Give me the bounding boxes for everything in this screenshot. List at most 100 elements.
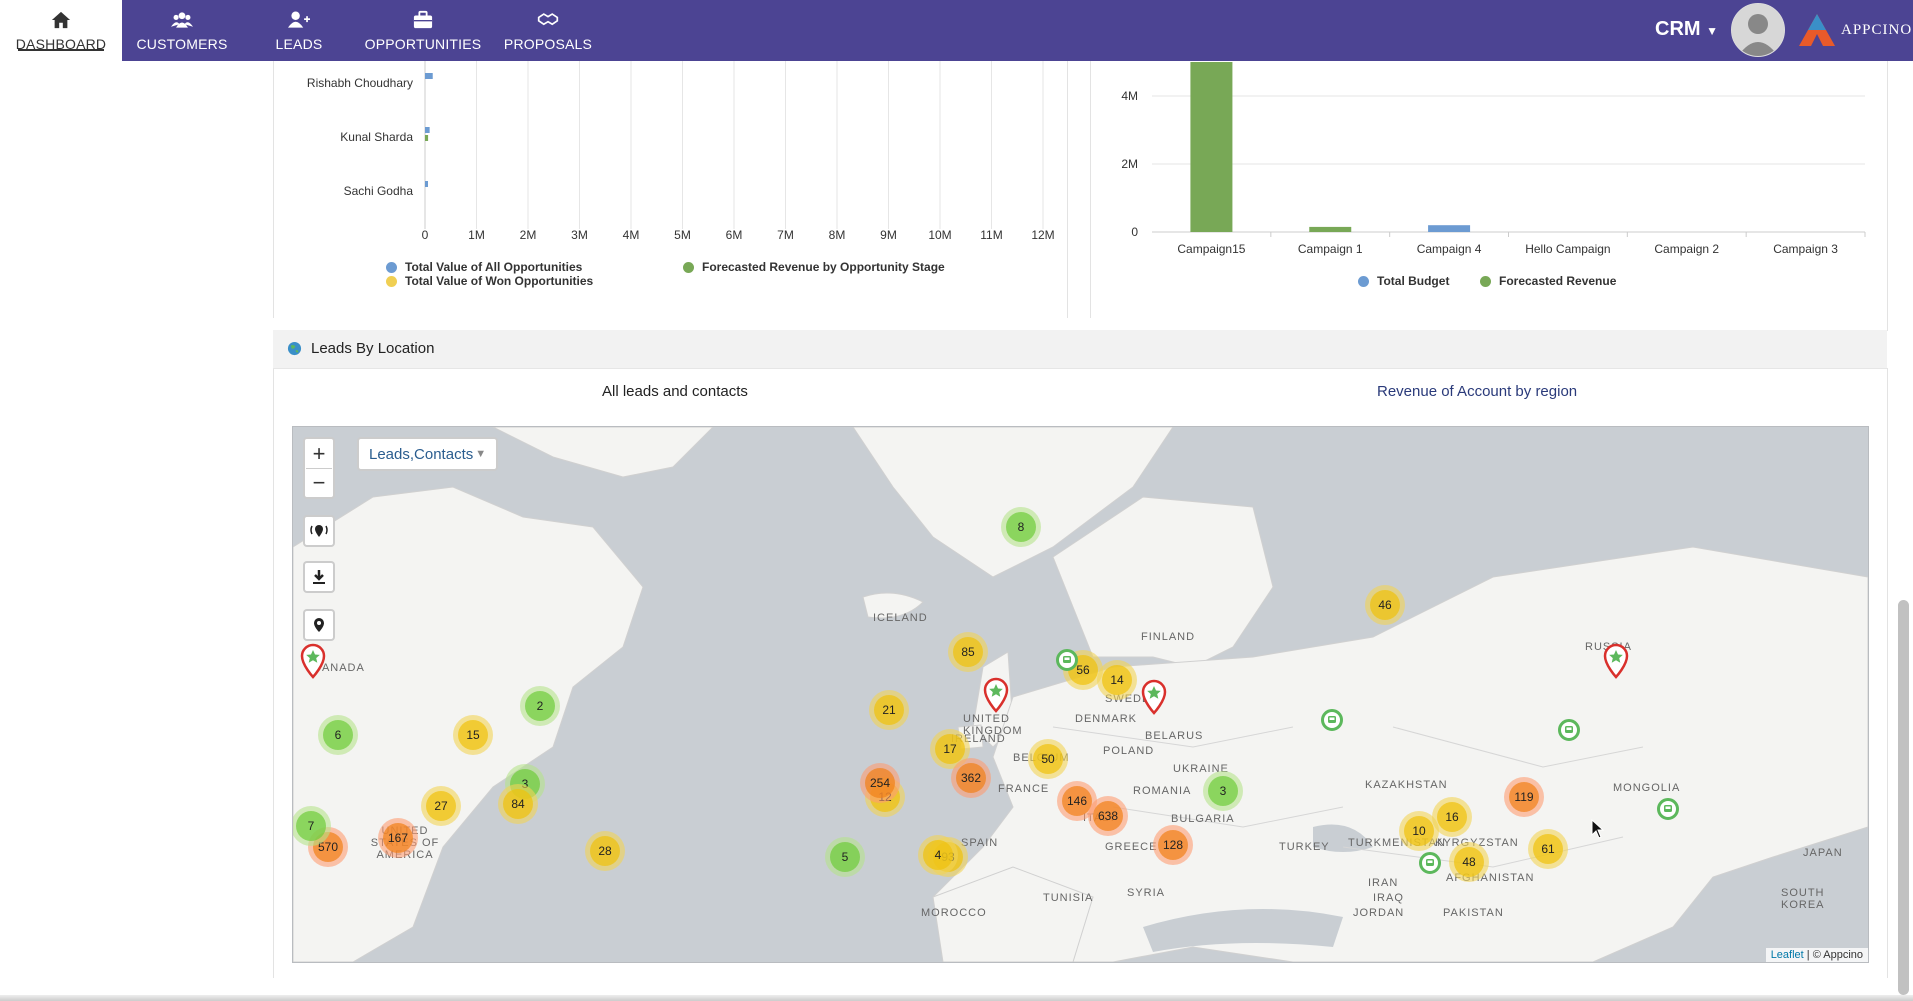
nav-proposals[interactable]: PROPOSALS	[490, 0, 606, 61]
lead-cluster-marker[interactable]: 48	[1449, 842, 1489, 882]
nav-proposals-label: PROPOSALS	[503, 35, 593, 52]
right-panel-border	[1090, 61, 1091, 318]
bar	[425, 181, 428, 187]
crm-menu[interactable]: CRM ▼	[1655, 18, 1718, 41]
lead-cluster-marker[interactable]: 8	[1001, 507, 1041, 547]
lead-cluster-marker[interactable]: 119	[1504, 777, 1544, 817]
x-tick-label: 11M	[980, 228, 1002, 242]
nav-opportunities-label: OPPORTUNITIES	[364, 35, 482, 52]
lead-cluster-marker[interactable]: 84	[498, 784, 538, 824]
category-label: Hello Campaign	[1525, 242, 1610, 256]
legend-all-opportunities[interactable]: Total Value of All Opportunities	[386, 260, 582, 274]
lead-cluster-marker[interactable]: 46	[1365, 585, 1405, 625]
bar	[425, 127, 430, 133]
lead-cluster-marker[interactable]: 21	[869, 690, 909, 730]
download-button[interactable]	[303, 561, 335, 593]
legend-forecasted-revenue[interactable]: Forecasted Revenue	[1480, 274, 1616, 288]
handshake-icon	[537, 12, 559, 25]
leaflet-link[interactable]: Leaflet	[1770, 949, 1804, 961]
country-label: UNITED KINGDOM	[963, 713, 1023, 737]
category-label: Rishabh Choudhary	[307, 76, 413, 90]
legend-forecasted-revenue-stage[interactable]: Forecasted Revenue by Opportunity Stage	[683, 260, 945, 274]
x-tick-label: 4M	[623, 228, 640, 242]
caret-down-icon: ▼	[1706, 24, 1718, 38]
globe-icon	[287, 341, 302, 356]
x-tick-label: 7M	[777, 228, 794, 242]
tab-revenue-by-region[interactable]: Revenue of Account by region	[1377, 383, 1578, 400]
category-label: Campaign 1	[1298, 242, 1363, 256]
lead-cluster-marker[interactable]: 3	[1203, 771, 1243, 811]
x-tick-label: 5M	[674, 228, 691, 242]
lead-cluster-marker[interactable]: 167	[378, 818, 418, 858]
bus-icon	[1664, 805, 1672, 812]
tab-all-leads-contacts[interactable]: All leads and contacts	[602, 383, 748, 400]
marker-button[interactable]	[303, 609, 335, 641]
country-label: MONGOLIA	[1613, 782, 1681, 794]
lead-cluster-marker[interactable]: 50	[1028, 739, 1068, 779]
lead-cluster-marker[interactable]: 85	[948, 632, 988, 672]
bus-marker[interactable]	[1419, 852, 1441, 874]
bar	[1309, 226, 1352, 232]
lead-cluster-marker[interactable]: 6	[318, 715, 358, 755]
locate-button[interactable]	[303, 515, 335, 547]
bus-marker[interactable]	[1657, 798, 1679, 820]
bus-icon	[1565, 726, 1573, 733]
leads-map[interactable]: + − Leads,Contacts ▼ ICELAND FINLAND CANADA…	[292, 426, 1869, 963]
x-tick-label: 2M	[520, 228, 537, 242]
legend-label: Forecasted Revenue by Opportunity Stage	[702, 260, 945, 274]
lead-cluster-marker[interactable]: 2	[520, 686, 560, 726]
lead-cluster-marker[interactable]: 5	[825, 837, 865, 877]
lead-cluster-marker[interactable]: 61	[1528, 829, 1568, 869]
nav-opportunities[interactable]: OPPORTUNITIES	[356, 0, 490, 61]
star-pin-marker[interactable]	[1602, 643, 1630, 679]
lead-cluster-marker[interactable]: 638	[1088, 796, 1128, 836]
y-tick-label: 0	[1131, 225, 1138, 239]
lead-cluster-marker[interactable]: 4	[918, 835, 958, 875]
bus-icon	[1063, 656, 1071, 663]
country-label: SOUTH KOREA	[1781, 887, 1825, 911]
nav-dashboard-label: DASHBOARD	[15, 35, 107, 52]
lead-cluster-marker[interactable]: 15	[453, 715, 493, 755]
lead-cluster-marker[interactable]: 7	[293, 806, 331, 846]
cluster-count: 362	[956, 763, 986, 793]
legend-won-opportunities[interactable]: Total Value of Won Opportunities	[386, 274, 593, 288]
legend-dot	[386, 275, 397, 287]
filter-label: Leads,Contacts	[369, 445, 474, 463]
left-panel-right-border	[1067, 61, 1068, 318]
avatar[interactable]	[1731, 3, 1785, 57]
star-pin-marker[interactable]	[299, 643, 327, 679]
lead-cluster-marker[interactable]: 14	[1097, 660, 1137, 700]
lead-cluster-marker[interactable]: 128	[1153, 825, 1193, 865]
bus-marker[interactable]	[1321, 709, 1343, 731]
legend-dot	[1358, 275, 1369, 287]
x-tick-label: 6M	[726, 228, 743, 242]
bus-marker[interactable]	[1056, 649, 1078, 671]
category-label: Campaign 4	[1417, 242, 1482, 256]
lead-cluster-marker[interactable]: 362	[951, 758, 991, 798]
star-pin-marker[interactable]	[982, 677, 1010, 713]
lead-cluster-marker[interactable]: 10	[1399, 811, 1439, 851]
leads-panel-left-border	[273, 368, 274, 978]
cluster-count: 84	[503, 789, 533, 819]
x-tick-label: 12M	[1031, 228, 1054, 242]
country-label: SPAIN	[961, 837, 999, 849]
zoom-out-button[interactable]: −	[312, 469, 326, 495]
bus-marker[interactable]	[1558, 719, 1580, 741]
lead-cluster-marker[interactable]: 254	[860, 763, 900, 803]
legend-total-budget[interactable]: Total Budget	[1358, 274, 1449, 288]
map-attribution: Leaflet | © Appcino	[1765, 948, 1868, 962]
nav-leads-label: LEADS	[275, 35, 323, 52]
cluster-count: 119	[1509, 782, 1539, 812]
zoom-in-button[interactable]: +	[312, 440, 326, 466]
nav-customers[interactable]: CUSTOMERS	[122, 0, 242, 61]
nav-dashboard[interactable]: DASHBOARD	[0, 0, 122, 61]
lead-cluster-marker[interactable]: 27	[421, 786, 461, 826]
lead-cluster-marker[interactable]: 28	[585, 831, 625, 871]
star-pin-marker[interactable]	[1140, 679, 1168, 715]
layer-filter-dropdown[interactable]: Leads,Contacts ▼	[357, 437, 499, 471]
cluster-count: 2	[525, 691, 555, 721]
category-label: Campaign 2	[1654, 242, 1719, 256]
nav-leads[interactable]: LEADS	[242, 0, 356, 61]
page-scrollbar[interactable]	[1898, 600, 1909, 995]
appcino-logo-icon	[1799, 14, 1835, 46]
